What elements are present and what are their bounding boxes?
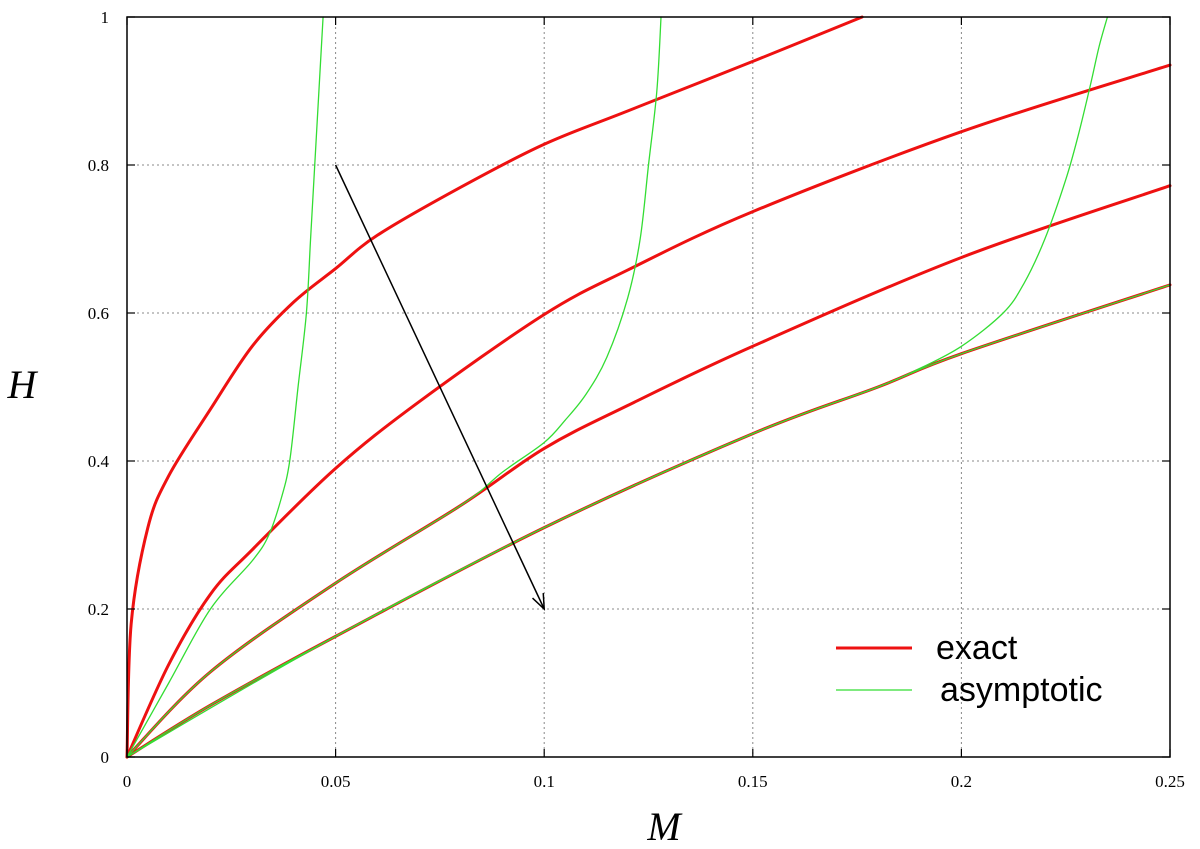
y-tick-label: 0.8 [88,156,109,175]
y-tick-label: 0.2 [88,600,109,619]
y-tick-label: 1 [101,8,110,27]
legend-label-asymptotic: asymptotic [940,671,1103,709]
x-tick-label: 0.05 [321,772,351,791]
x-tick-label: 0 [123,772,132,791]
x-axis-label: M [646,804,683,849]
plot-frame [126,16,1171,758]
legend: exact asymptotic [836,629,1103,709]
series-line-asymptotic-1 [126,16,324,758]
x-tick-label: 0.25 [1155,772,1185,791]
ticks: 0 0.05 0.1 0.15 0.2 0.25 0 0.2 0.4 0.6 0.8 1 [88,8,1185,791]
y-tick-label: 0.4 [88,452,110,471]
arrow-shaft [334,164,545,610]
x-tick-label: 0.15 [738,772,768,791]
y-axis-label: H [7,362,39,407]
series-line-exact-2 [125,63,1172,759]
y-tick-label: 0 [101,748,110,767]
y-tick-label: 0.6 [88,304,109,323]
series-line-asymptotic-4 [126,284,1171,758]
series-line-asymptotic-2 [126,16,662,758]
direction-arrow [334,164,546,611]
arrow-head [531,592,546,611]
series-line-exact-1 [125,15,864,759]
x-tick-label: 0.2 [951,772,972,791]
curves [125,15,1172,759]
x-tick-label: 0.1 [534,772,555,791]
legend-label-exact: exact [936,629,1018,667]
